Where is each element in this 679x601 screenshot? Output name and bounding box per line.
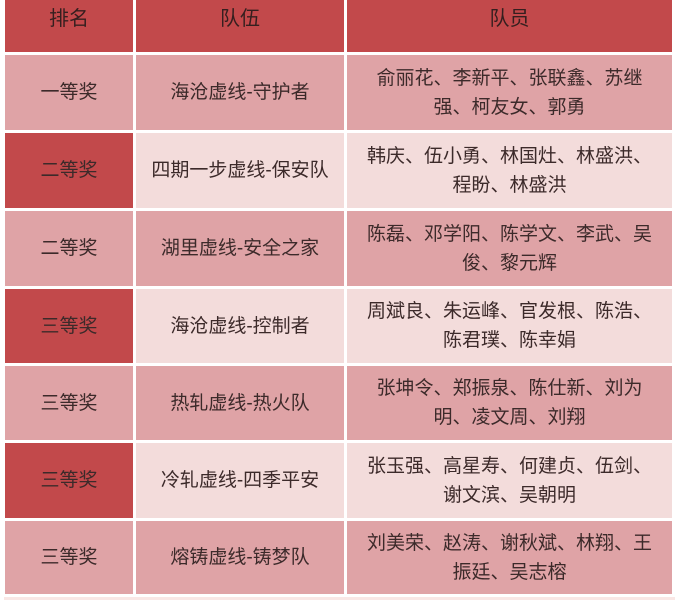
column-header-team: 队伍: [136, 0, 344, 52]
rank-cell-row-3: 二等奖: [5, 211, 133, 286]
team-cell-row-7: 熔铸虚线-铸梦队: [136, 521, 344, 594]
members-cell-row-7: 刘美荣、赵涛、谢秋斌、林翔、王振廷、吴志榕: [347, 521, 672, 594]
column-header-members: 队员: [347, 0, 672, 52]
rank-cell-row-2: 二等奖: [5, 133, 133, 208]
members-cell-row-3: 陈磊、邓学阳、陈学文、李武、吴俊、黎元辉: [347, 211, 672, 286]
rank-cell-row-7: 三等奖: [5, 521, 133, 594]
team-cell-row-3: 湖里虚线-安全之家: [136, 211, 344, 286]
bottom-edge-line: [4, 597, 675, 600]
members-cell-row-4: 周斌良、朱运峰、官发根、陈浩、陈君璞、陈幸娟: [347, 289, 672, 363]
rank-cell-row-4: 三等奖: [5, 289, 133, 363]
rank-cell-row-5: 三等奖: [5, 366, 133, 440]
awards-table: 排名 队伍 队员 一等奖 海沧虚线-守护者 俞丽花、李新平、张联鑫、苏继强、柯友…: [5, 0, 672, 594]
column-header-rank: 排名: [5, 0, 133, 52]
members-cell-row-6: 张玉强、高星寿、何建贞、伍剑、谢文滨、吴朝明: [347, 443, 672, 518]
team-cell-row-5: 热轧虚线-热火队: [136, 366, 344, 440]
rank-cell-row-1: 一等奖: [5, 55, 133, 130]
bottom-edge-strip: [0, 594, 679, 601]
members-cell-row-5: 张坤令、郑振泉、陈仕新、刘为明、凌文周、刘翔: [347, 366, 672, 440]
team-cell-row-6: 冷轧虚线-四季平安: [136, 443, 344, 518]
team-cell-row-2: 四期一步虚线-保安队: [136, 133, 344, 208]
team-cell-row-4: 海沧虚线-控制者: [136, 289, 344, 363]
members-cell-row-2: 韩庆、伍小勇、林国灶、林盛洪、程盼、林盛洪: [347, 133, 672, 208]
members-cell-row-1: 俞丽花、李新平、张联鑫、苏继强、柯友女、郭勇: [347, 55, 672, 130]
rank-cell-row-6: 三等奖: [5, 443, 133, 518]
team-cell-row-1: 海沧虚线-守护者: [136, 55, 344, 130]
